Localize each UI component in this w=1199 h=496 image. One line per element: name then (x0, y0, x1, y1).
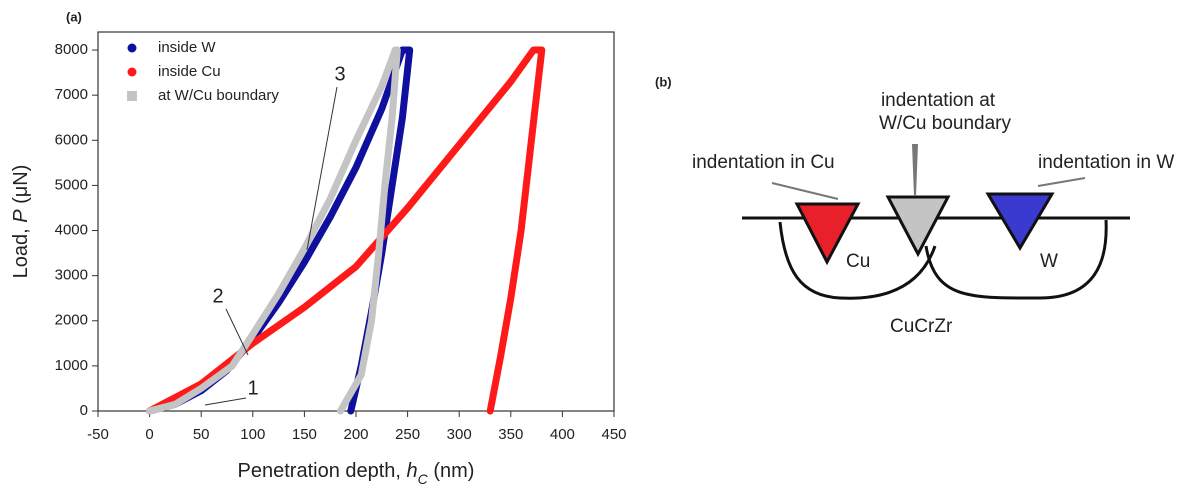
label: indentation at (881, 90, 996, 111)
legend-marker (127, 67, 137, 77)
y-tick-label: 2000 (55, 312, 88, 329)
label-part: P (10, 209, 32, 223)
boundary-indenter (885, 195, 951, 258)
x-axis-label: Penetration depth, hC (nm) (238, 460, 475, 486)
y-axis-label: Load, P (μN) (10, 165, 32, 279)
legend-label: inside W (158, 39, 216, 56)
label: indentation in W (1038, 152, 1174, 173)
x-tick-label: 300 (447, 426, 472, 443)
label: Cu (846, 251, 870, 272)
annotation-leader (306, 86, 338, 251)
y-tick-label: 6000 (55, 131, 88, 148)
y-tick-label: 3000 (55, 267, 88, 284)
annotation: 3 (334, 63, 345, 85)
label-part: (μN) (10, 165, 32, 210)
panel-label: (a) (66, 9, 82, 24)
x-tick-label: -50 (87, 426, 109, 443)
label-part: Penetration depth, (238, 460, 407, 482)
cu-indenter (794, 202, 861, 266)
x-tick-label: 400 (550, 426, 575, 443)
x-tick-label: 150 (292, 426, 317, 443)
label-part: (nm) (428, 460, 475, 482)
w-indenter (985, 192, 1055, 251)
x-tick-label: 200 (343, 426, 368, 443)
x-tick-label: 0 (145, 426, 153, 443)
leader (1037, 177, 1086, 187)
leader (771, 182, 839, 200)
legend-marker (127, 91, 137, 101)
y-tick-label: 8000 (55, 41, 88, 58)
label: CuCrZr (890, 316, 953, 337)
y-tick-label: 0 (80, 402, 88, 419)
x-tick-label: 250 (395, 426, 420, 443)
label-part: C (418, 471, 429, 487)
w-grain (924, 219, 1108, 300)
annotation-leader (204, 397, 247, 406)
cu-grain (778, 221, 937, 300)
annotation: 1 (247, 377, 258, 399)
label: indentation in Cu (692, 152, 835, 173)
legend-label: inside Cu (158, 63, 221, 80)
label-part: h (407, 460, 418, 482)
x-tick-label: 50 (193, 426, 210, 443)
y-tick-label: 5000 (55, 176, 88, 193)
x-tick-label: 100 (240, 426, 265, 443)
legend-label: at W/Cu boundary (158, 87, 279, 104)
annotation: 2 (212, 285, 223, 307)
legend-marker (127, 43, 137, 53)
label: W (1040, 251, 1058, 272)
leader (912, 144, 918, 196)
y-tick-label: 4000 (55, 221, 88, 238)
x-tick-label: 350 (498, 426, 523, 443)
series-line (146, 46, 401, 415)
diagram: (b) indentation in Cu indentation at W/C… (655, 74, 1174, 337)
y-tick-label: 7000 (55, 86, 88, 103)
y-tick-label: 1000 (55, 357, 88, 374)
label-part: Load, (10, 223, 32, 279)
label: W/Cu boundary (879, 113, 1012, 134)
x-tick-label: 450 (601, 426, 626, 443)
panel-label: (b) (655, 74, 672, 89)
annotation-leader (225, 308, 249, 356)
series-line (146, 46, 546, 415)
